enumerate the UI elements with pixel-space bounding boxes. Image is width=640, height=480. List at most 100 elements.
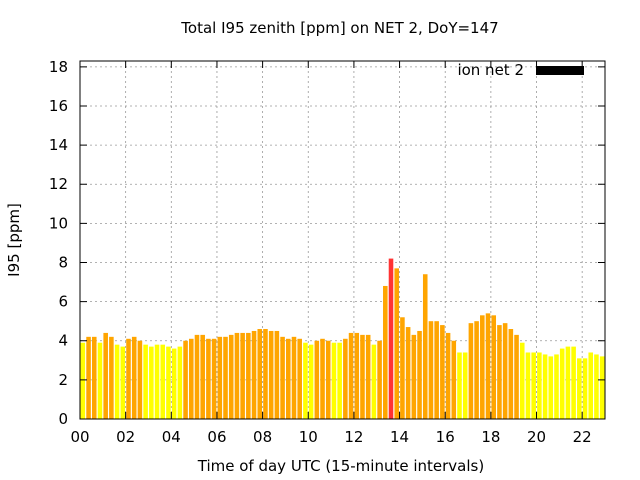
bar — [474, 321, 479, 419]
bar — [154, 344, 160, 419]
bar — [114, 344, 120, 419]
bar — [445, 332, 451, 419]
bar — [571, 346, 576, 419]
bar — [497, 325, 502, 419]
x-tick-label: 00 — [70, 428, 89, 446]
bar — [417, 330, 422, 419]
bar — [297, 338, 302, 419]
bar — [171, 348, 177, 419]
bar — [217, 336, 223, 419]
plot-frame — [79, 60, 606, 420]
bar — [383, 285, 388, 419]
bar — [286, 338, 291, 419]
y-tick-label: 2 — [58, 371, 68, 389]
bar — [194, 334, 200, 419]
bar — [200, 334, 205, 419]
bar — [103, 332, 108, 419]
bar — [308, 344, 314, 419]
bar — [166, 346, 171, 419]
bar — [331, 342, 337, 419]
bar — [480, 315, 485, 419]
bar — [554, 354, 559, 419]
bar — [348, 332, 354, 419]
bar — [457, 352, 462, 419]
bar — [257, 329, 263, 419]
bar — [462, 352, 468, 419]
y-tick-label: 14 — [49, 136, 68, 154]
bar — [188, 338, 194, 419]
bar — [343, 338, 348, 419]
bar — [303, 342, 308, 419]
bar — [177, 346, 183, 419]
bar — [109, 336, 114, 419]
bar — [508, 329, 514, 419]
bar — [143, 344, 148, 419]
bar — [234, 332, 240, 419]
x-tick-label: 12 — [344, 428, 363, 446]
bar — [228, 334, 234, 419]
bar — [337, 342, 342, 419]
bar — [240, 332, 245, 419]
bar — [491, 315, 497, 419]
bar — [360, 334, 365, 419]
bar — [211, 338, 217, 419]
bar — [411, 334, 417, 419]
bar — [548, 356, 554, 419]
bar — [274, 330, 280, 419]
x-tick-label: 14 — [390, 428, 409, 446]
bar — [599, 356, 605, 419]
bar — [246, 332, 251, 419]
bars — [80, 258, 605, 419]
bar — [86, 336, 91, 419]
x-tick-label: 10 — [299, 428, 318, 446]
bar — [131, 336, 137, 419]
bar — [577, 358, 582, 419]
bar — [531, 352, 536, 419]
bar — [280, 336, 285, 419]
bar — [514, 334, 519, 419]
x-tick-label: 18 — [481, 428, 500, 446]
x-tick-label: 06 — [207, 428, 226, 446]
bar — [80, 342, 86, 419]
bar — [137, 340, 143, 419]
x-tick-label: 20 — [527, 428, 546, 446]
chart-title: Total I95 zenith [ppm] on NET 2, DoY=147 — [180, 19, 498, 37]
bar — [519, 342, 525, 419]
y-tick-label: 4 — [58, 332, 68, 350]
bar — [400, 317, 405, 419]
bar — [97, 342, 103, 419]
x-tick-label: 04 — [162, 428, 181, 446]
y-tick-label: 0 — [58, 410, 68, 428]
bar — [525, 352, 531, 419]
bar — [405, 327, 411, 419]
bar — [537, 352, 542, 419]
legend-swatch — [536, 66, 584, 75]
bar — [314, 340, 320, 419]
bar — [291, 336, 297, 419]
bar — [582, 358, 588, 419]
y-tick-label: 10 — [49, 214, 68, 232]
y-tick-label: 18 — [49, 58, 68, 76]
bar — [485, 313, 491, 419]
bar — [502, 323, 508, 419]
bar — [320, 338, 325, 419]
x-axis-label: Time of day UTC (15-minute intervals) — [197, 457, 484, 475]
bar — [388, 258, 394, 419]
y-tick-label: 8 — [58, 253, 68, 271]
bar — [422, 274, 428, 419]
bar — [160, 344, 166, 419]
bar — [559, 348, 565, 419]
bar — [468, 323, 474, 419]
bar — [440, 325, 445, 419]
bar — [263, 329, 268, 419]
bar — [365, 334, 371, 419]
bar — [268, 330, 274, 419]
y-tick-label: 16 — [49, 97, 68, 115]
x-tick-label: 02 — [116, 428, 135, 446]
x-tick-label: 08 — [253, 428, 272, 446]
bar — [377, 340, 382, 419]
bar — [594, 354, 599, 419]
legend-label: ion net 2 — [457, 61, 524, 79]
